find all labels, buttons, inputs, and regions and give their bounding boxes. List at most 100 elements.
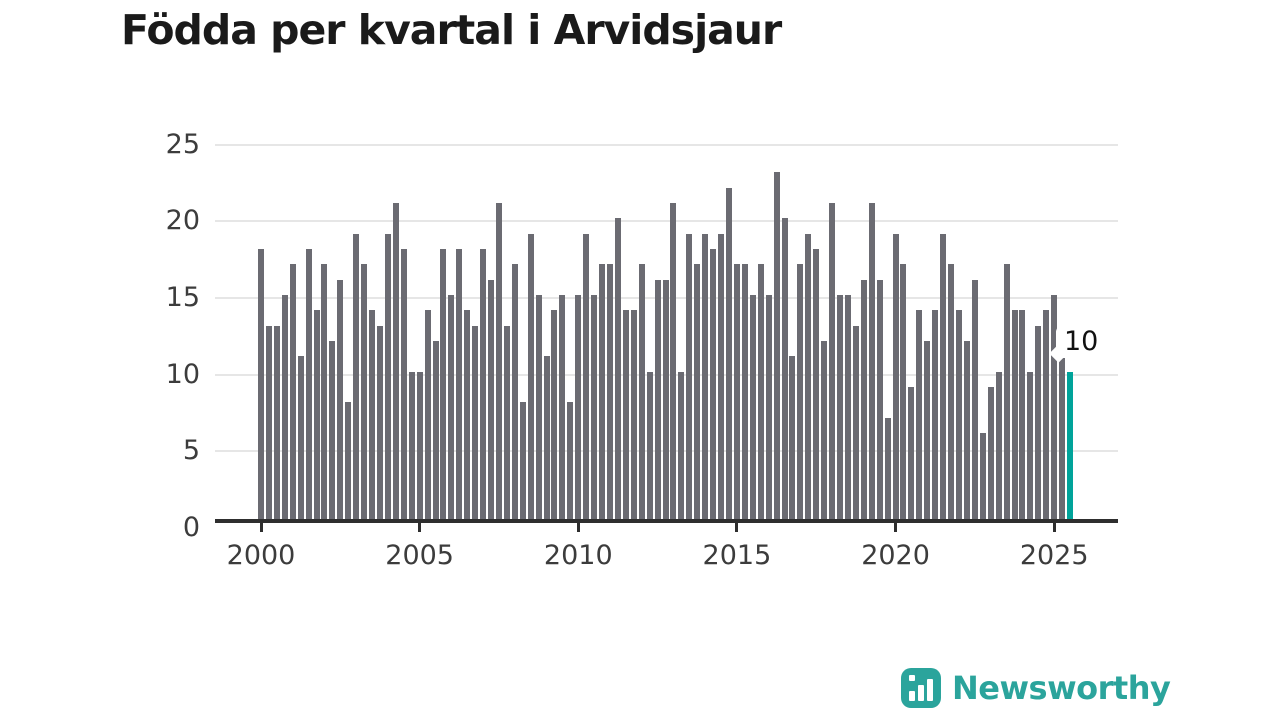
- gridline-25: [215, 143, 1118, 146]
- x-tick-label-2025: 2025: [1019, 540, 1089, 571]
- bar-2005-q1: [416, 371, 423, 523]
- bar-2010-q2: [583, 233, 590, 523]
- bar-2004-q2: [392, 203, 399, 523]
- bar-2006-q4: [472, 325, 479, 523]
- x-tick-label-2010: 2010: [543, 540, 613, 571]
- bar-2023-q1: [987, 387, 994, 523]
- bar-2015-q3: [749, 295, 756, 523]
- bar-2003-q2: [361, 264, 368, 523]
- newsworthy-chart-icon: [901, 668, 941, 708]
- x-tick-label-2020: 2020: [861, 540, 930, 571]
- bar-2009-q3: [559, 295, 566, 523]
- x-tick-2020: [894, 523, 898, 532]
- bar-2017-q4: [821, 341, 828, 523]
- bar-2010-q3: [591, 295, 598, 523]
- y-tick-label-15: 15: [165, 282, 200, 314]
- bar-2024-q3: [1035, 325, 1042, 523]
- bar-2002-q1: [321, 264, 328, 523]
- bar-2012-q3: [654, 279, 661, 523]
- bar-2008-q4: [535, 295, 542, 523]
- bar-2019-q3: [876, 279, 883, 523]
- bar-2001-q2: [297, 356, 304, 523]
- bar-2019-q4: [884, 417, 891, 523]
- bar-2024-q4: [1043, 310, 1050, 523]
- y-tick-label-10: 10: [165, 358, 200, 390]
- bar-2016-q1: [765, 295, 772, 523]
- bar-2013-q3: [686, 233, 693, 523]
- bar-2022-q4: [979, 433, 986, 523]
- last-value-text: 10: [1064, 326, 1099, 357]
- bar-2002-q4: [345, 402, 352, 523]
- y-tick-label-5: 5: [182, 435, 200, 467]
- bar-2019-q1: [860, 279, 867, 523]
- bar-2005-q2: [424, 310, 431, 523]
- bar-2001-q1: [289, 264, 296, 523]
- bar-2015-q2: [741, 264, 748, 523]
- chart-title: Födda per kvartal i Arvidsjaur: [121, 6, 782, 54]
- bar-2018-q4: [852, 325, 859, 523]
- bar-2021-q4: [948, 264, 955, 523]
- x-tick-2000: [259, 523, 263, 532]
- bar-2006-q2: [456, 249, 463, 523]
- bar-2018-q2: [837, 295, 844, 523]
- bar-2011-q1: [607, 264, 613, 523]
- bar-2014-q1: [702, 233, 709, 523]
- bar-2018-q3: [844, 295, 851, 523]
- bar-2010-q4: [599, 264, 606, 523]
- x-tick-2025: [1052, 523, 1056, 532]
- x-tick-2005: [418, 523, 422, 532]
- bar-2001-q3: [305, 249, 312, 523]
- bar-2013-q4: [694, 264, 701, 523]
- x-tick-label-2005: 2005: [385, 540, 454, 571]
- bar-2020-q1: [892, 233, 899, 523]
- bar-2022-q1: [956, 310, 963, 523]
- bar-2006-q3: [464, 310, 471, 523]
- x-tick-2015: [735, 523, 739, 532]
- bar-2014-q2: [710, 249, 717, 523]
- bar-2007-q1: [480, 249, 487, 523]
- bar-2023-q4: [1011, 310, 1018, 523]
- newsworthy-wordmark: Newsworthy: [952, 669, 1171, 707]
- bar-2020-q2: [900, 264, 907, 523]
- bar-2014-q4: [725, 187, 732, 523]
- bar-2023-q3: [1003, 264, 1010, 523]
- bar-2004-q1: [384, 233, 391, 523]
- newsworthy-logo[interactable]: Newsworthy: [901, 668, 1171, 708]
- bar-2016-q3: [781, 218, 788, 523]
- bar-2004-q4: [408, 371, 415, 523]
- bar-2010-q1: [575, 295, 582, 523]
- bar-2017-q3: [813, 249, 820, 523]
- bar-2022-q2: [963, 341, 970, 523]
- bar-2000-q1: [258, 249, 264, 523]
- y-tick-label-25: 25: [165, 128, 200, 160]
- last-value-label: 10: [1049, 326, 1107, 363]
- bar-2011-q4: [630, 310, 637, 523]
- bar-2011-q2: [614, 218, 621, 523]
- bar-2009-q2: [551, 310, 558, 523]
- bar-2024-q1: [1019, 310, 1026, 523]
- bar-2009-q4: [567, 402, 574, 523]
- bar-2011-q3: [622, 310, 629, 523]
- bar-2025-q1: [1051, 295, 1058, 523]
- bar-2017-q1: [797, 264, 804, 523]
- bar-2025-q3: [1067, 371, 1074, 523]
- bar-2023-q2: [995, 371, 1002, 523]
- bar-2000-q4: [281, 295, 288, 523]
- bar-2000-q3: [273, 325, 280, 523]
- bar-2007-q3: [495, 203, 502, 523]
- y-tick-label-0: 0: [182, 512, 200, 543]
- bar-2003-q3: [369, 310, 376, 523]
- bar-2006-q1: [448, 295, 455, 523]
- bar-2021-q1: [924, 341, 931, 523]
- bar-2012-q4: [662, 279, 669, 523]
- bar-2007-q2: [488, 279, 495, 523]
- bar-2005-q4: [440, 249, 447, 523]
- bar-2021-q3: [940, 233, 947, 523]
- x-tick-label-2000: 2000: [226, 540, 296, 571]
- bar-2008-q1: [511, 264, 518, 523]
- bar-2004-q3: [400, 249, 407, 523]
- bar-2000-q2: [265, 325, 272, 523]
- bar-2025-q2: [1059, 356, 1066, 523]
- bar-2008-q3: [527, 233, 534, 523]
